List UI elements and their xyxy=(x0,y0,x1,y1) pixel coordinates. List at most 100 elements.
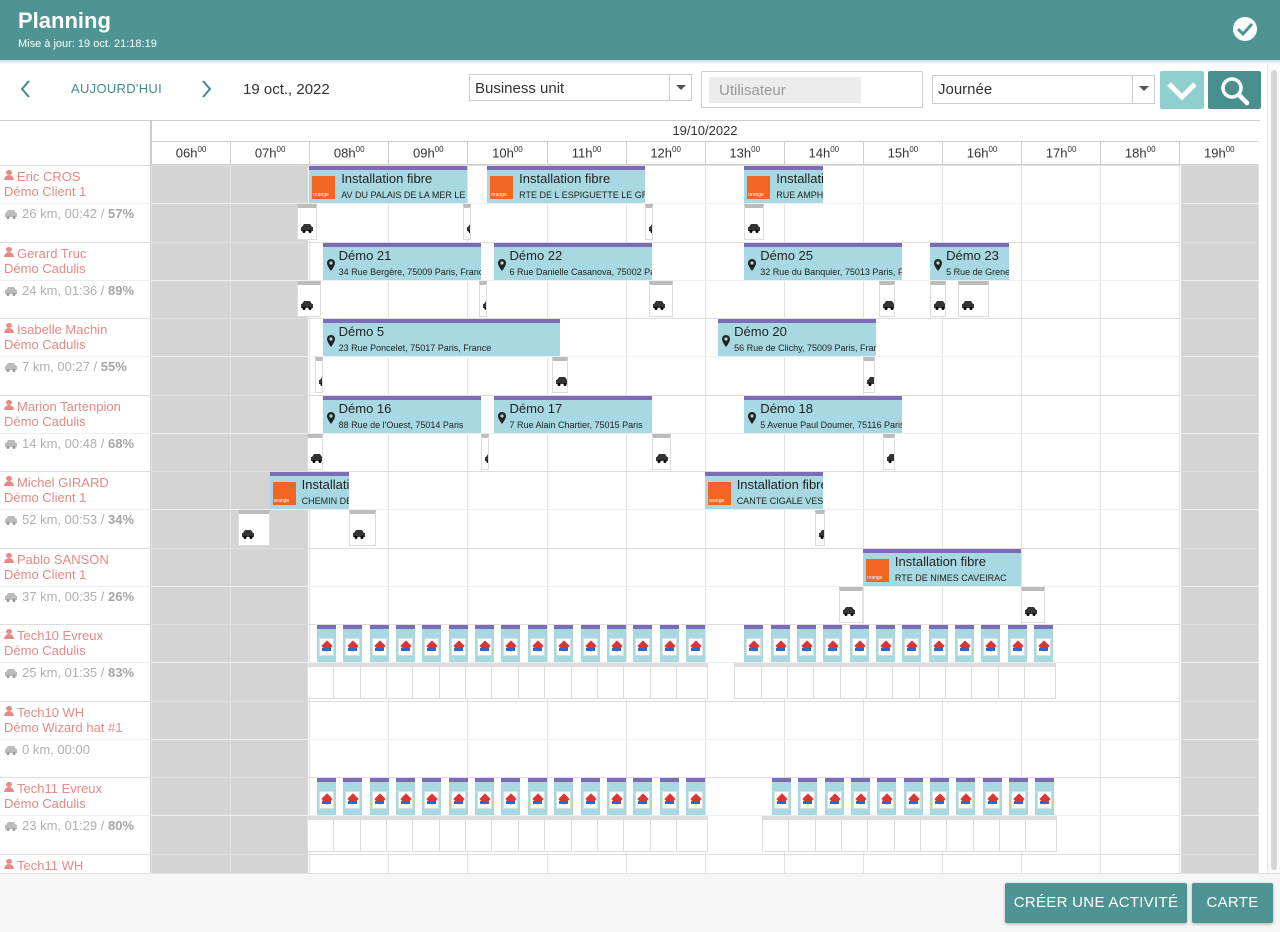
mini-task[interactable] xyxy=(448,625,468,662)
today-button[interactable]: AUJOURD'HUI xyxy=(71,81,163,96)
mini-task[interactable] xyxy=(475,625,495,662)
mini-task[interactable] xyxy=(633,625,653,662)
mini-task[interactable] xyxy=(343,625,363,662)
map-button[interactable]: CARTE xyxy=(1192,883,1273,923)
mini-task[interactable] xyxy=(369,625,389,662)
technician-name[interactable]: Gerard Truc Démo Cadulis xyxy=(4,246,86,276)
technician-name[interactable]: Tech10 Evreux Démo Cadulis xyxy=(4,628,103,658)
travel-block[interactable] xyxy=(314,357,323,394)
mini-task[interactable] xyxy=(369,778,389,815)
mini-task[interactable] xyxy=(771,778,791,815)
mini-task[interactable] xyxy=(877,778,897,815)
event-card[interactable]: orange Installation fibre CHEMIN DES VIGNE… xyxy=(269,472,349,509)
mini-task[interactable] xyxy=(527,625,547,662)
event-card[interactable]: orange Installation fibre AV DU PALAIS DE … xyxy=(309,166,468,203)
mini-task[interactable] xyxy=(396,778,416,815)
event-card[interactable]: Démo 22 6 Rue Danielle Casanova, 75002 Pa… xyxy=(493,242,652,280)
mini-task[interactable] xyxy=(744,625,764,662)
technician-name[interactable]: Eric CROS Démo Client 1 xyxy=(4,169,86,199)
mini-task[interactable] xyxy=(849,625,869,662)
event-card[interactable]: Démo 5 23 Rue Poncelet, 75017 Paris, Fran… xyxy=(322,319,560,356)
mini-task[interactable] xyxy=(580,778,600,815)
travel-block[interactable] xyxy=(297,204,318,241)
mini-task[interactable] xyxy=(954,625,974,662)
mini-task[interactable] xyxy=(981,625,1001,662)
technician-name[interactable]: Marion Tartenpion Démo Cadulis xyxy=(4,399,121,429)
mini-task[interactable] xyxy=(796,625,816,662)
chevron-right-icon[interactable] xyxy=(196,78,216,100)
mini-task[interactable] xyxy=(554,625,574,662)
mini-task[interactable] xyxy=(527,778,547,815)
create-activity-button[interactable]: CRÉER UNE ACTIVITÉ xyxy=(1005,883,1187,923)
technician-name[interactable]: Pablo SANSON Démo Client 1 xyxy=(4,552,109,582)
travel-block[interactable] xyxy=(675,663,708,700)
user-filter[interactable] xyxy=(701,71,923,108)
mini-task[interactable] xyxy=(317,778,337,815)
travel-block[interactable] xyxy=(1021,586,1045,623)
travel-block[interactable] xyxy=(238,510,270,547)
vertical-scrollbar[interactable] xyxy=(1267,64,1280,876)
mini-task[interactable] xyxy=(850,778,870,815)
mini-task[interactable] xyxy=(1007,625,1027,662)
mini-task[interactable] xyxy=(396,625,416,662)
mini-task[interactable] xyxy=(903,778,923,815)
travel-block[interactable] xyxy=(930,280,946,317)
travel-block[interactable] xyxy=(957,280,990,317)
event-card[interactable]: Démo 17 7 Rue Alain Chartier, 75015 Paris xyxy=(493,395,652,433)
mini-task[interactable] xyxy=(956,778,976,815)
mini-task[interactable] xyxy=(659,778,679,815)
mini-task[interactable] xyxy=(1008,778,1028,815)
travel-block[interactable] xyxy=(297,280,322,317)
dropdown-caret-icon[interactable] xyxy=(1132,76,1154,103)
mini-task[interactable] xyxy=(823,625,843,662)
event-card[interactable]: Démo 16 88 Rue de l'Ouest, 75014 Paris xyxy=(322,395,481,433)
dropdown-caret-icon[interactable] xyxy=(669,75,691,100)
technician-name[interactable]: Tech10 WH Démo Wizard hat #1 xyxy=(4,705,123,735)
mini-task[interactable] xyxy=(343,778,363,815)
expand-filters-button[interactable] xyxy=(1160,71,1204,109)
mini-task[interactable] xyxy=(685,778,705,815)
event-card[interactable]: orange Installation fibre RTE DE NIMES CAV… xyxy=(862,548,1022,586)
scrollbar-thumb[interactable] xyxy=(1271,70,1277,870)
travel-block[interactable] xyxy=(744,204,765,241)
mini-task[interactable] xyxy=(501,778,521,815)
travel-block[interactable] xyxy=(839,586,863,623)
technician-name[interactable]: Michel GIRARD Démo Client 1 xyxy=(4,475,109,505)
mini-task[interactable] xyxy=(770,625,790,662)
check-circle-icon[interactable] xyxy=(1233,17,1257,41)
travel-block[interactable] xyxy=(649,280,674,317)
view-mode-select[interactable]: Journée xyxy=(932,75,1155,104)
mini-task[interactable] xyxy=(501,625,521,662)
technician-name[interactable]: Isabelle Machin Démo Cadulis xyxy=(4,322,107,352)
travel-block[interactable] xyxy=(651,433,672,470)
mini-task[interactable] xyxy=(982,778,1002,815)
travel-block[interactable] xyxy=(862,357,875,394)
search-button[interactable] xyxy=(1208,71,1261,109)
mini-task[interactable] xyxy=(580,625,600,662)
user-input[interactable] xyxy=(709,77,861,103)
mini-task[interactable] xyxy=(928,625,948,662)
mini-task[interactable] xyxy=(1033,625,1053,662)
mini-task[interactable] xyxy=(685,625,705,662)
event-card[interactable]: orange Installation fibre RTE DE L ESPIGUE… xyxy=(487,166,646,203)
travel-block[interactable] xyxy=(1023,663,1056,700)
mini-task[interactable] xyxy=(606,778,626,815)
event-card[interactable]: Démo 21 34 Rue Bergère, 75009 Paris, Fran… xyxy=(322,242,481,280)
mini-task[interactable] xyxy=(1035,778,1055,815)
travel-block[interactable] xyxy=(552,357,568,394)
mini-task[interactable] xyxy=(633,778,653,815)
travel-block[interactable] xyxy=(675,816,708,853)
event-card[interactable]: Démo 18 5 Avenue Paul Doumer, 75116 Paris xyxy=(744,395,903,433)
event-card[interactable]: Démo 25 32 Rue du Banquier, 75013 Paris, … xyxy=(744,242,903,280)
travel-block[interactable] xyxy=(878,280,895,317)
travel-block[interactable] xyxy=(815,510,825,547)
mini-task[interactable] xyxy=(448,778,468,815)
travel-block[interactable] xyxy=(645,204,654,241)
event-card[interactable]: orange Installation fibre CANTE CIGALE VES… xyxy=(704,472,824,509)
travel-block[interactable] xyxy=(1025,816,1058,853)
mini-task[interactable] xyxy=(875,625,895,662)
event-card[interactable]: orange Installation fibre RUE AMPHITRITE xyxy=(744,166,824,203)
travel-block[interactable] xyxy=(479,280,488,317)
mini-task[interactable] xyxy=(475,778,495,815)
mini-task[interactable] xyxy=(659,625,679,662)
